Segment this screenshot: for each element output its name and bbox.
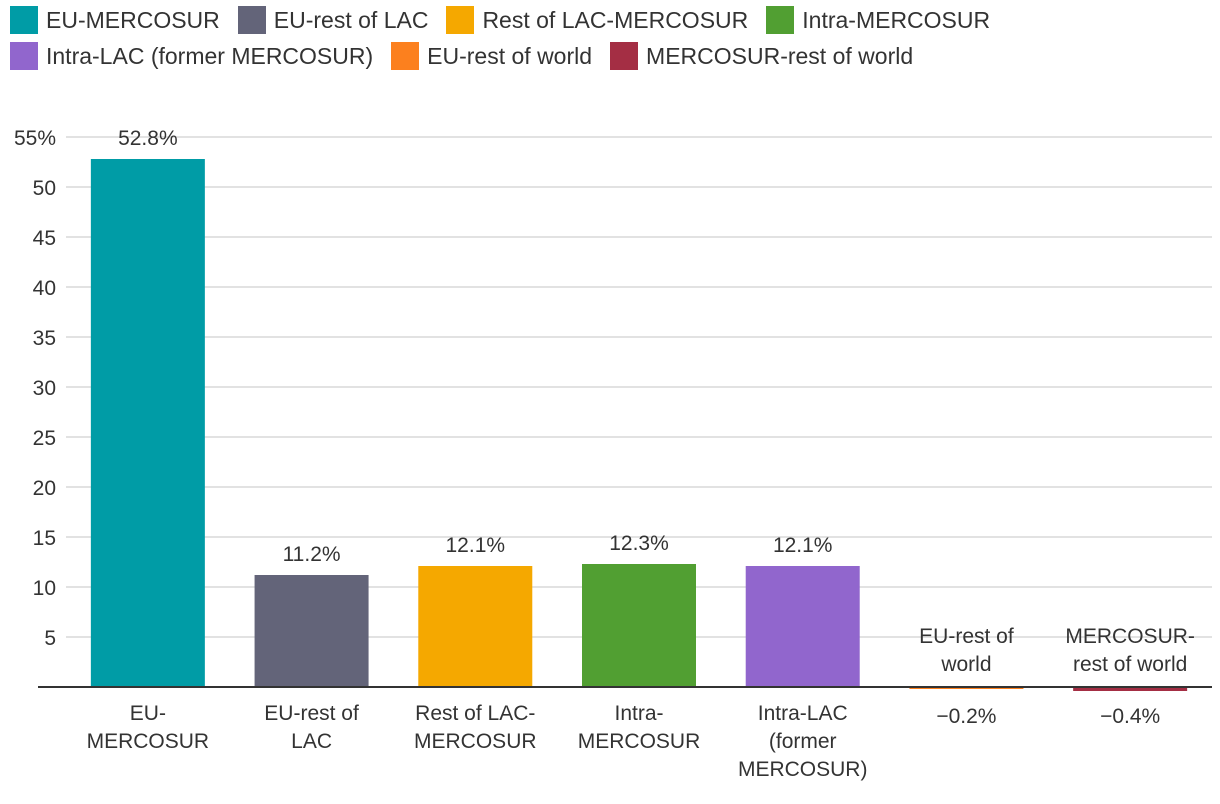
legend-item[interactable]: EU-rest of LAC [237, 6, 429, 34]
category-label: rest of world [1073, 653, 1187, 676]
legend-label: EU-rest of LAC [273, 7, 429, 33]
category-label: Intra- [614, 702, 663, 725]
bar [582, 564, 696, 687]
bar [254, 575, 369, 687]
legend-swatch [237, 6, 266, 34]
legend-label: Rest of LAC-MERCOSUR [482, 7, 749, 33]
category-label: EU-rest of [264, 702, 359, 725]
category-label: LAC [291, 730, 332, 753]
legend-item[interactable]: Intra-LAC (former MERCOSUR) [10, 42, 373, 70]
data-label: 12.1% [446, 534, 506, 557]
category-label: EU- [130, 702, 166, 725]
bar [1073, 687, 1188, 691]
bar [418, 566, 533, 687]
category-label: EU-rest of [919, 625, 1014, 648]
y-tick-label: 20 [33, 477, 56, 500]
y-tick-label: 45 [33, 227, 56, 250]
category-label: Rest of LAC- [415, 702, 535, 725]
y-tick-label: 30 [33, 377, 56, 400]
y-tick-label: 15 [33, 527, 56, 550]
legend-swatch [10, 6, 38, 34]
data-label: 11.2% [283, 543, 341, 566]
data-label: 12.3% [609, 532, 669, 555]
category-label: Intra-LAC [758, 702, 848, 725]
legend-label: EU-rest of world [427, 43, 593, 69]
legend-label: Intra-MERCOSUR [802, 7, 991, 33]
category-label: MERCOSUR [87, 730, 210, 753]
category-label: world [940, 653, 991, 676]
data-label: −0.2% [936, 705, 996, 728]
data-label: 52.8% [118, 127, 178, 150]
y-tick-label: 40 [33, 277, 56, 300]
y-tick-label: 10 [33, 577, 56, 600]
y-tick-label: 50 [33, 177, 56, 200]
category-label: MERCOSUR [578, 730, 701, 753]
legend-swatch [391, 42, 420, 70]
bar [745, 566, 860, 687]
legend-item[interactable]: Intra-MERCOSUR [766, 6, 990, 34]
category-label: MERCOSUR- [1065, 625, 1195, 648]
y-tick-label: 35 [33, 327, 56, 350]
legend-swatch [10, 42, 38, 70]
legend-swatch [766, 6, 795, 34]
legend-label: Intra-LAC (former MERCOSUR) [46, 43, 374, 69]
data-label: 12.1% [773, 534, 833, 557]
legend-item[interactable]: EU-MERCOSUR [10, 6, 220, 34]
y-tick-label: 25 [33, 427, 56, 450]
legend-swatch [446, 6, 475, 34]
legend: EU-MERCOSUR EU-rest of LAC Rest of LAC-MER… [10, 6, 1215, 70]
y-tick-label: 5 [44, 627, 56, 650]
legend-item[interactable]: MERCOSUR-rest of world [610, 42, 913, 70]
legend-label: EU-MERCOSUR [46, 7, 220, 33]
legend-item[interactable]: Rest of LAC-MERCOSUR [446, 6, 748, 34]
data-label: −0.4% [1100, 705, 1160, 728]
category-label: MERCOSUR [414, 730, 537, 753]
legend-swatch [610, 42, 639, 70]
y-tick-label: 55% [14, 127, 56, 150]
bar [90, 159, 205, 687]
legend-item[interactable]: EU-rest of world [391, 42, 592, 70]
category-label: (former [769, 730, 837, 753]
category-label: MERCOSUR) [738, 758, 868, 781]
legend-label: MERCOSUR-rest of world [646, 43, 914, 69]
